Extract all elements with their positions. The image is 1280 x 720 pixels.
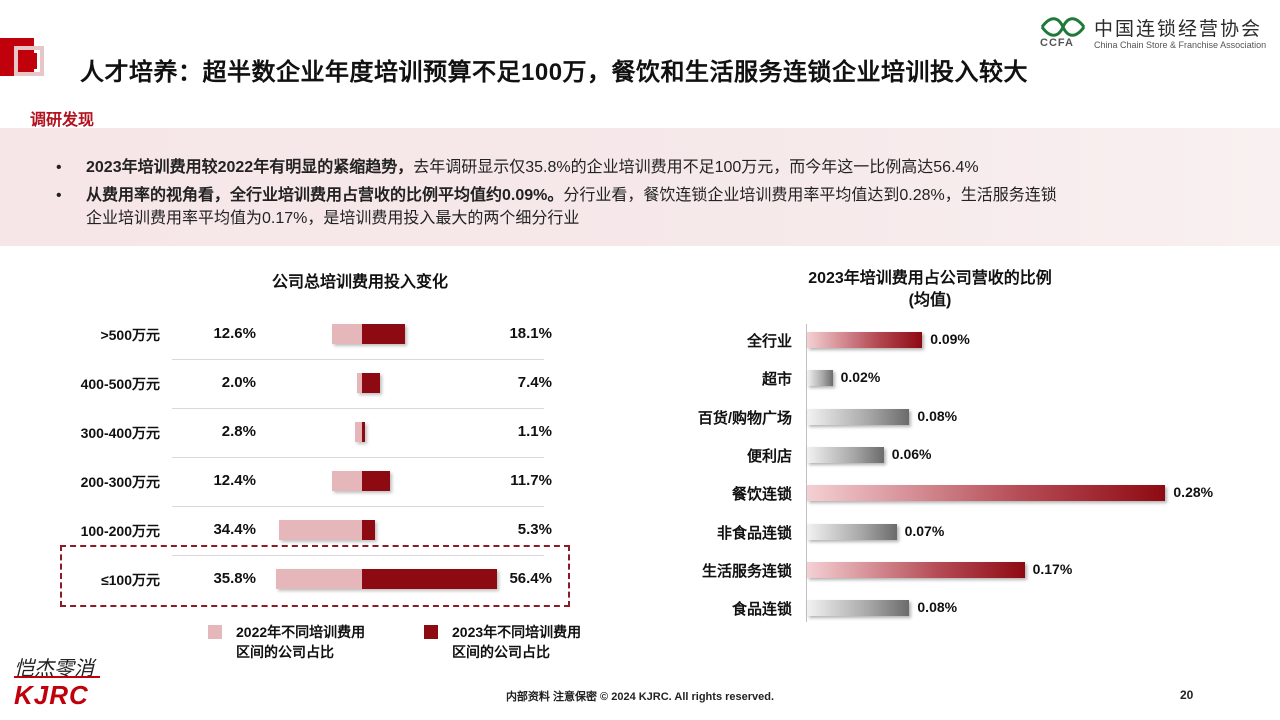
bullet-marker: • [56,159,62,176]
bar-2023 [362,324,406,344]
legend-2023-line1: 2023年不同培训费用 [452,624,582,640]
ratio-bar [807,485,1166,502]
brand-logo: KJRC [14,680,89,710]
category-label: >500万元 [100,327,160,343]
bar-2023 [362,373,380,393]
legend-2022-swatch [208,625,222,639]
category-label: 百货/购物广场 [697,409,792,427]
value-label: 0.17% [1032,560,1073,577]
bar-2022 [276,569,362,589]
row-divider [172,555,544,556]
value-label-2023: 5.3% [517,521,552,538]
finding-1-text: 去年调研显示仅35.8%的企业培训费用不足100万元，而今年这一比例高达56.4… [413,159,979,176]
corner-frame-decoration [14,46,44,76]
logo-english-name: China Chain Store & Franchise Associatio… [1094,40,1267,50]
value-label-2023: 7.4% [517,374,552,391]
right-chart-title-line2: (均值) [908,292,952,309]
value-label: 0.08% [917,599,958,616]
ratio-bar [807,332,923,348]
right-chart-title-line1: 2023年培训费用占公司营收的比例 [808,270,1052,287]
value-label: 0.07% [904,522,945,539]
bullet-marker: • [56,187,62,204]
legend-2022-line2: 区间的公司占比 [236,644,334,660]
value-label-2022: 35.8% [213,570,256,587]
value-label: 0.28% [1173,484,1214,501]
brand-divider [14,676,100,678]
bar-2023 [362,422,365,442]
bar-2023 [362,471,391,491]
category-label: 超市 [761,371,792,389]
value-label-2022: 34.4% [213,521,256,538]
findings-box [0,128,1280,246]
value-label-2022: 12.6% [213,325,256,342]
category-label: 全行业 [746,333,792,350]
value-label-2022: 2.8% [221,423,256,440]
legend-2023-line2: 区间的公司占比 [452,644,550,660]
value-label: 0.02% [840,369,881,386]
ratio-bar [807,561,1025,578]
legend-2023-swatch [424,625,438,639]
corner-inner-decoration [21,53,37,69]
category-label: 餐饮连锁 [731,486,792,504]
finding-bullet-1: • 2023年培训费用较2022年有明显的紧缩趋势，去年调研显示仅35.8%的企业… [56,153,979,177]
category-label: 400-500万元 [80,376,160,392]
highlight-dashed-box [60,545,570,607]
legend-2022-line1: 2022年不同培训费用 [236,624,366,640]
category-label: 100-200万元 [80,523,160,539]
finding-2-bold: 从费用率的视角看，全行业培训费用占营收的比例平均值约0.09%。 [86,187,564,204]
value-label: 0.06% [891,445,932,462]
page-number: 20 [1180,688,1194,702]
bar-2022 [355,422,362,442]
value-label-2022: 2.0% [221,374,256,391]
page-title: 人才培养：超半数企业年度培训预算不足100万，餐饮和生活服务连锁企业培训投入较大 [80,59,1029,86]
row-divider [172,457,544,458]
value-label: 0.09% [930,331,970,347]
value-label-2023: 11.7% [510,472,552,489]
category-label: 便利店 [746,447,792,465]
row-divider [172,359,544,360]
ratio-bar [807,408,910,425]
bar-2022 [357,373,362,393]
value-label-2023: 1.1% [517,423,552,440]
category-label: 生活服务连锁 [701,562,792,580]
bar-2022 [331,324,362,344]
bar-2023 [362,569,498,589]
right-chart-axis [806,324,807,622]
bar-2022 [332,471,362,491]
legend-2023-label: 2023年不同培训费用 区间的公司占比 [452,622,581,662]
legend-2022-label: 2022年不同培训费用 区间的公司占比 [236,622,365,662]
ratio-bar [807,523,897,540]
finding-2-text: 分行业看，餐饮连锁企业培训费用率平均值达到0.28%，生活服务连锁 [563,187,1057,204]
value-label: 0.08% [917,407,958,424]
ratio-bar [807,446,884,463]
finding-2-text-line2: 企业培训费用率平均值为0.17%，是培训费用投入最大的两个细分行业 [86,210,580,227]
ccfa-logo-icon [1040,17,1086,37]
ratio-bar [807,370,833,387]
category-label: 200-300万元 [80,474,160,490]
category-label: ≤100万元 [100,572,160,588]
value-label-2022: 12.4% [213,472,256,489]
ratio-bar [807,600,910,617]
bar-2023 [362,520,375,540]
finding-bullet-2: • 从费用率的视角看，全行业培训费用占营收的比例平均值约0.09%。分行业看，餐饮… [56,181,1057,205]
finding-1-bold: 2023年培训费用较2022年有明显的紧缩趋势， [86,159,414,176]
right-chart-title: 2023年培训费用占公司营收的比例 (均值) [740,268,1120,312]
category-label: 300-400万元 [80,425,160,441]
value-label-2023: 56.4% [509,570,552,587]
footer-confidential: 内部资料 注意保密 © 2024 KJRC. All rights reserv… [505,691,775,703]
value-label-2023: 18.1% [509,325,552,342]
category-label: 非食品连锁 [716,524,792,542]
bar-2022 [279,520,362,540]
left-chart-title: 公司总培训费用投入变化 [271,274,448,291]
logo-ccfa-text: CCFA [1040,37,1074,49]
logo-chinese-name: 中国连锁经营协会 [1094,18,1263,40]
findings-label: 调研发现 [30,112,95,129]
category-label: 食品连锁 [731,601,792,619]
row-divider [172,408,544,409]
row-divider [172,506,544,507]
